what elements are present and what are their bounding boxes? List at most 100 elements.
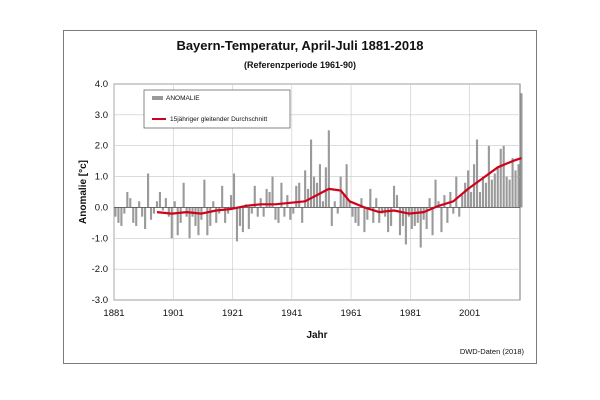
y-tick-label: 0.0: [95, 202, 108, 213]
x-tick-label: 1941: [281, 308, 302, 319]
y-tick-label: 1.0: [95, 172, 108, 183]
anomaly-bar: [505, 176, 508, 208]
anomaly-bar: [452, 207, 455, 214]
anomaly-bar: [253, 185, 256, 208]
legend-box: [143, 89, 291, 129]
anomaly-bar: [173, 201, 176, 208]
anomaly-bar: [437, 201, 440, 208]
anomaly-bar: [434, 179, 437, 208]
anomaly-bar: [407, 207, 410, 217]
anomaly-bar: [232, 173, 236, 208]
anomaly-bar: [360, 198, 363, 208]
anomaly-bar: [209, 207, 212, 226]
anomaly-bar: [487, 145, 490, 208]
chart-subtitle: (Referenzperiode 1961-90): [243, 60, 357, 70]
anomaly-bar: [259, 198, 262, 208]
anomaly-bar: [262, 207, 265, 217]
x-tick-label: 1901: [163, 308, 184, 319]
anomaly-bar: [277, 207, 280, 223]
anomaly-bar: [514, 170, 517, 208]
anomaly-bar: [135, 207, 138, 226]
anomaly-bar: [318, 164, 322, 208]
anomaly-bar: [366, 207, 369, 220]
anomaly-bar: [363, 207, 366, 233]
anomaly-bar: [342, 195, 345, 208]
anomaly-bar: [508, 179, 511, 208]
anomaly-bar: [520, 93, 523, 208]
y-tick-label: -1.0: [92, 233, 108, 244]
anomaly-bar: [203, 179, 206, 208]
anomaly-bar: [440, 207, 443, 233]
x-axis-label: Jahr: [306, 330, 327, 341]
anomaly-bar: [310, 139, 313, 208]
anomaly-bar: [147, 173, 150, 208]
y-tick-label: -2.0: [92, 264, 108, 275]
anomaly-bar: [458, 207, 461, 217]
legend: ANOMALIE 15jähriger gleitender Durchschn…: [143, 89, 291, 129]
x-tick-label: 1881: [103, 308, 124, 319]
anomaly-bar: [229, 195, 233, 208]
chart-title: Bayern-Temperatur, April-Juli 1881-2018: [176, 38, 424, 53]
anomaly-bar: [238, 207, 241, 226]
anomaly-bar: [336, 207, 339, 214]
anomaly-bar: [155, 201, 159, 208]
anomaly-bar: [215, 207, 218, 223]
anomaly-bar: [446, 207, 449, 223]
anomaly-bar: [327, 130, 330, 208]
anomaly-bar: [179, 207, 182, 223]
anomaly-bar: [141, 207, 144, 217]
anomaly-bar: [283, 207, 286, 217]
anomaly-bar: [354, 207, 357, 223]
anomaly-bar: [144, 207, 147, 230]
anomaly-bar: [375, 198, 378, 208]
anomaly-bar: [206, 207, 209, 236]
x-tick-label: 1921: [222, 308, 243, 319]
anomaly-bar: [188, 207, 191, 239]
anomaly-bar: [401, 207, 404, 226]
anomaly-bar: [392, 185, 396, 208]
anomaly-bar: [114, 207, 117, 217]
anomaly-bar: [321, 201, 324, 208]
anomaly-bar: [120, 207, 123, 226]
anomaly-bar: [280, 182, 283, 208]
anomaly-bar: [357, 207, 360, 226]
anomaly-bar: [132, 207, 135, 223]
legend-label-anomalie: ANOMALIE: [166, 95, 200, 102]
anomaly-bar: [271, 176, 274, 208]
anomaly-bar: [170, 207, 173, 239]
anomaly-bar: [274, 207, 277, 220]
anomaly-bar: [372, 207, 375, 223]
anomaly-bar: [461, 195, 464, 208]
y-tick-label: 3.0: [95, 110, 108, 121]
anomaly-bar: [449, 192, 452, 208]
y-axis-label: Anomalie [°c]: [78, 160, 89, 224]
anomaly-bar: [241, 207, 244, 233]
anomaly-bar: [490, 179, 493, 208]
anomaly-bar: [221, 185, 224, 208]
anomaly-bar: [390, 207, 393, 226]
anomaly-bar: [126, 192, 129, 208]
anomaly-bar: [502, 145, 505, 208]
anomaly-bar: [129, 198, 132, 208]
source-note: DWD-Daten (2018): [459, 347, 524, 356]
grid-lines: [113, 83, 520, 301]
y-tick-label: -3.0: [92, 295, 108, 306]
anomaly-bar: [167, 207, 170, 217]
anomaly-bar: [378, 207, 381, 223]
anomaly-bar: [164, 198, 167, 208]
anomaly-bar: [289, 207, 292, 220]
anomaly-bar: [312, 176, 316, 208]
anomaly-bar: [398, 207, 402, 236]
anomaly-bar: [511, 158, 514, 208]
anomaly-bar: [176, 207, 179, 236]
anomaly-bar: [333, 201, 336, 208]
anomaly-bar: [422, 207, 425, 220]
anomaly-bar: [197, 207, 200, 236]
anomaly-bar: [250, 207, 253, 214]
anomaly-bar: [301, 207, 304, 223]
anomaly-bar: [152, 207, 156, 214]
anomaly-bar: [194, 207, 197, 226]
y-tick-labels: -3.0 -2.0 -1.0 0.0 1.0 2.0 3.0 4.0: [92, 79, 108, 306]
anomaly-bar: [224, 207, 227, 223]
anomaly-bar: [247, 207, 250, 230]
